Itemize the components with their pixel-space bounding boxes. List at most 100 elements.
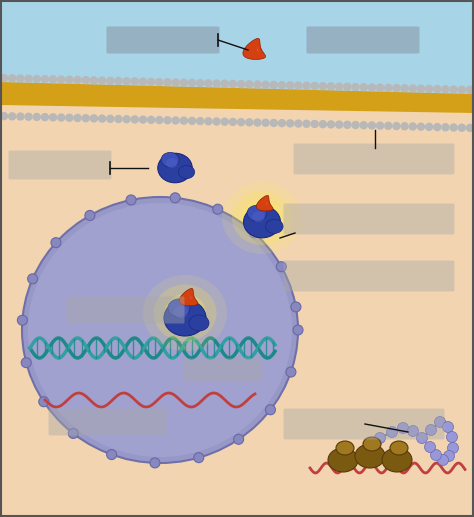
Circle shape — [85, 210, 95, 220]
Polygon shape — [265, 200, 267, 205]
Circle shape — [115, 78, 122, 84]
Ellipse shape — [247, 205, 266, 221]
Circle shape — [393, 85, 400, 92]
Circle shape — [418, 123, 424, 130]
Circle shape — [401, 123, 408, 130]
Polygon shape — [256, 46, 259, 52]
Circle shape — [27, 274, 37, 284]
Circle shape — [197, 80, 204, 86]
Circle shape — [344, 121, 351, 128]
Circle shape — [9, 75, 16, 82]
Circle shape — [221, 80, 228, 87]
Circle shape — [430, 449, 441, 461]
Circle shape — [164, 79, 171, 86]
Circle shape — [336, 83, 343, 90]
FancyBboxPatch shape — [66, 297, 184, 324]
Circle shape — [66, 114, 73, 121]
Circle shape — [311, 120, 318, 128]
Circle shape — [156, 116, 163, 124]
Circle shape — [229, 118, 237, 126]
Ellipse shape — [154, 284, 217, 342]
FancyBboxPatch shape — [107, 26, 219, 53]
Circle shape — [189, 117, 196, 125]
Circle shape — [458, 86, 465, 93]
Polygon shape — [179, 288, 198, 306]
Circle shape — [213, 204, 223, 214]
Circle shape — [425, 442, 436, 452]
Circle shape — [393, 123, 400, 130]
Circle shape — [221, 118, 228, 125]
Circle shape — [291, 302, 301, 312]
Circle shape — [417, 433, 428, 444]
Circle shape — [126, 195, 136, 205]
Circle shape — [443, 421, 454, 433]
Circle shape — [99, 77, 106, 84]
Circle shape — [139, 78, 146, 85]
Circle shape — [360, 84, 367, 90]
Circle shape — [18, 315, 27, 325]
Circle shape — [41, 114, 48, 120]
Circle shape — [319, 83, 326, 89]
Circle shape — [444, 450, 455, 462]
Circle shape — [246, 119, 253, 126]
Circle shape — [50, 114, 56, 121]
Circle shape — [458, 124, 465, 131]
Circle shape — [287, 120, 293, 127]
Circle shape — [278, 82, 285, 88]
Circle shape — [408, 425, 419, 436]
Circle shape — [164, 117, 171, 124]
Circle shape — [131, 78, 138, 85]
Circle shape — [434, 86, 441, 93]
Circle shape — [58, 76, 65, 83]
Circle shape — [205, 80, 212, 87]
Ellipse shape — [382, 448, 412, 472]
Ellipse shape — [390, 441, 408, 455]
Circle shape — [107, 115, 114, 123]
Circle shape — [447, 432, 457, 443]
Ellipse shape — [168, 299, 190, 317]
Ellipse shape — [244, 206, 281, 238]
Circle shape — [213, 80, 220, 87]
Circle shape — [435, 417, 446, 428]
Circle shape — [66, 76, 73, 83]
Ellipse shape — [328, 448, 358, 472]
Circle shape — [276, 262, 286, 272]
Circle shape — [50, 76, 56, 83]
Polygon shape — [243, 38, 265, 59]
Circle shape — [33, 113, 40, 120]
FancyBboxPatch shape — [283, 261, 455, 292]
Ellipse shape — [222, 182, 302, 254]
Circle shape — [409, 85, 416, 92]
Circle shape — [438, 454, 448, 465]
FancyBboxPatch shape — [307, 26, 419, 53]
Circle shape — [237, 81, 245, 87]
Polygon shape — [0, 0, 474, 105]
Circle shape — [254, 119, 261, 126]
Polygon shape — [0, 105, 474, 517]
Circle shape — [123, 78, 130, 85]
Circle shape — [249, 228, 259, 238]
Circle shape — [170, 193, 180, 203]
Circle shape — [131, 116, 138, 123]
FancyBboxPatch shape — [183, 358, 262, 382]
Circle shape — [91, 77, 98, 84]
Circle shape — [91, 115, 98, 122]
Ellipse shape — [164, 300, 206, 336]
Ellipse shape — [22, 197, 298, 463]
Circle shape — [386, 427, 398, 437]
Circle shape — [213, 118, 220, 125]
Ellipse shape — [166, 158, 177, 168]
Circle shape — [368, 84, 375, 91]
Circle shape — [376, 122, 383, 129]
FancyBboxPatch shape — [283, 204, 455, 235]
Ellipse shape — [164, 294, 206, 332]
Circle shape — [25, 75, 32, 82]
Circle shape — [107, 78, 114, 84]
Circle shape — [303, 120, 310, 127]
Circle shape — [398, 422, 409, 433]
Circle shape — [17, 113, 24, 120]
Polygon shape — [256, 195, 273, 211]
Circle shape — [82, 77, 89, 84]
Circle shape — [418, 85, 424, 92]
Circle shape — [434, 124, 441, 131]
